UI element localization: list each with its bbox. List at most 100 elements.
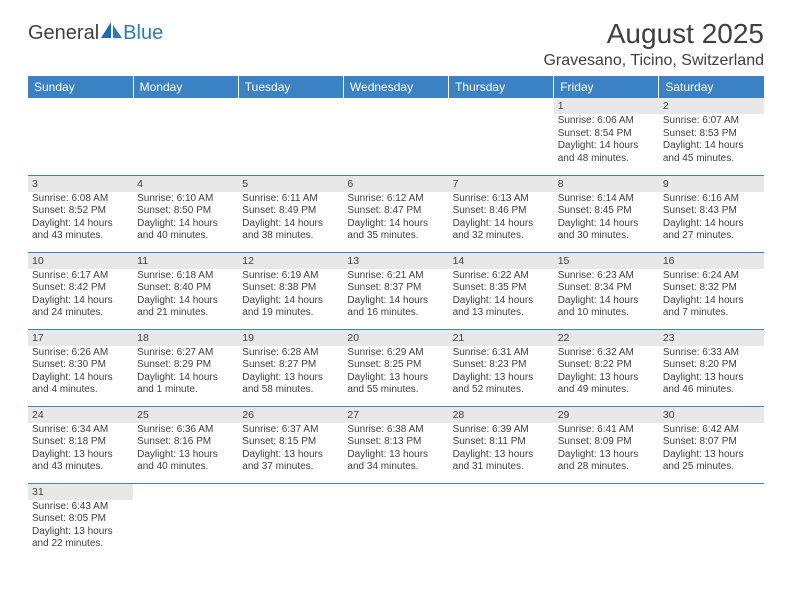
calendar-cell: 14Sunrise: 6:22 AMSunset: 8:35 PMDayligh…: [449, 252, 554, 329]
day-header: Saturday: [659, 76, 764, 98]
day-line: Sunrise: 6:11 AM: [242, 193, 339, 206]
day-line: and 32 minutes.: [453, 230, 550, 243]
day-line: Sunrise: 6:18 AM: [137, 270, 234, 283]
day-content: Sunrise: 6:23 AMSunset: 8:34 PMDaylight:…: [554, 269, 659, 324]
day-line: Sunset: 8:16 PM: [137, 436, 234, 449]
day-number: 10: [28, 253, 133, 269]
calendar-body: 1Sunrise: 6:06 AMSunset: 8:54 PMDaylight…: [28, 98, 764, 560]
day-content: Sunrise: 6:38 AMSunset: 8:13 PMDaylight:…: [343, 423, 448, 478]
day-number: 25: [133, 407, 238, 423]
day-line: Daylight: 13 hours: [663, 449, 760, 462]
day-number: [554, 484, 659, 500]
day-line: Daylight: 13 hours: [242, 449, 339, 462]
day-number: 19: [238, 330, 343, 346]
day-line: Daylight: 14 hours: [663, 295, 760, 308]
calendar-cell: [133, 98, 238, 175]
day-line: Sunset: 8:25 PM: [347, 359, 444, 372]
day-content: Sunrise: 6:19 AMSunset: 8:38 PMDaylight:…: [238, 269, 343, 324]
day-line: and 13 minutes.: [453, 307, 550, 320]
sail-icon: [101, 22, 123, 45]
calendar-cell: 12Sunrise: 6:19 AMSunset: 8:38 PMDayligh…: [238, 252, 343, 329]
day-number: 21: [449, 330, 554, 346]
day-line: Sunrise: 6:39 AM: [453, 424, 550, 437]
day-line: Sunset: 8:22 PM: [558, 359, 655, 372]
calendar-cell: [238, 483, 343, 560]
day-line: Sunrise: 6:21 AM: [347, 270, 444, 283]
day-line: Sunrise: 6:29 AM: [347, 347, 444, 360]
calendar-cell: 22Sunrise: 6:32 AMSunset: 8:22 PMDayligh…: [554, 329, 659, 406]
day-number: [343, 98, 448, 114]
day-line: Daylight: 14 hours: [663, 140, 760, 153]
day-line: Sunset: 8:11 PM: [453, 436, 550, 449]
calendar-cell: 17Sunrise: 6:26 AMSunset: 8:30 PMDayligh…: [28, 329, 133, 406]
day-line: Daylight: 13 hours: [558, 372, 655, 385]
day-number: [133, 484, 238, 500]
day-number: [238, 484, 343, 500]
day-number: 1: [554, 98, 659, 114]
day-line: Sunrise: 6:08 AM: [32, 193, 129, 206]
day-content: Sunrise: 6:37 AMSunset: 8:15 PMDaylight:…: [238, 423, 343, 478]
calendar-cell: 27Sunrise: 6:38 AMSunset: 8:13 PMDayligh…: [343, 406, 448, 483]
day-line: Sunset: 8:53 PM: [663, 128, 760, 141]
day-number: 9: [659, 176, 764, 192]
calendar-cell: 20Sunrise: 6:29 AMSunset: 8:25 PMDayligh…: [343, 329, 448, 406]
day-content: Sunrise: 6:12 AMSunset: 8:47 PMDaylight:…: [343, 192, 448, 247]
day-line: Sunset: 8:32 PM: [663, 282, 760, 295]
day-line: Daylight: 13 hours: [32, 526, 129, 539]
day-number: 20: [343, 330, 448, 346]
day-line: and 45 minutes.: [663, 153, 760, 166]
day-line: Sunset: 8:46 PM: [453, 205, 550, 218]
day-line: Sunrise: 6:14 AM: [558, 193, 655, 206]
day-line: Sunrise: 6:24 AM: [663, 270, 760, 283]
day-line: Daylight: 13 hours: [347, 372, 444, 385]
day-content: Sunrise: 6:43 AMSunset: 8:05 PMDaylight:…: [28, 500, 133, 555]
day-line: Daylight: 14 hours: [558, 218, 655, 231]
day-number: 29: [554, 407, 659, 423]
day-line: and 48 minutes.: [558, 153, 655, 166]
day-line: Daylight: 13 hours: [137, 449, 234, 462]
day-line: Sunset: 8:35 PM: [453, 282, 550, 295]
calendar-cell: 6Sunrise: 6:12 AMSunset: 8:47 PMDaylight…: [343, 175, 448, 252]
day-line: Sunrise: 6:12 AM: [347, 193, 444, 206]
day-number: [449, 484, 554, 500]
day-content: Sunrise: 6:29 AMSunset: 8:25 PMDaylight:…: [343, 346, 448, 401]
calendar-cell: 29Sunrise: 6:41 AMSunset: 8:09 PMDayligh…: [554, 406, 659, 483]
day-content: Sunrise: 6:14 AMSunset: 8:45 PMDaylight:…: [554, 192, 659, 247]
calendar-cell: 18Sunrise: 6:27 AMSunset: 8:29 PMDayligh…: [133, 329, 238, 406]
day-line: and 16 minutes.: [347, 307, 444, 320]
month-title: August 2025: [543, 18, 764, 50]
day-number: 14: [449, 253, 554, 269]
day-header: Thursday: [449, 76, 554, 98]
calendar-cell: [449, 98, 554, 175]
day-content: Sunrise: 6:36 AMSunset: 8:16 PMDaylight:…: [133, 423, 238, 478]
day-line: Daylight: 14 hours: [242, 218, 339, 231]
day-number: 13: [343, 253, 448, 269]
day-content: Sunrise: 6:21 AMSunset: 8:37 PMDaylight:…: [343, 269, 448, 324]
day-number: [343, 484, 448, 500]
calendar-week: 1Sunrise: 6:06 AMSunset: 8:54 PMDaylight…: [28, 98, 764, 175]
day-line: Sunrise: 6:27 AM: [137, 347, 234, 360]
calendar-cell: [449, 483, 554, 560]
day-content: Sunrise: 6:11 AMSunset: 8:49 PMDaylight:…: [238, 192, 343, 247]
day-number: 30: [659, 407, 764, 423]
day-line: and 37 minutes.: [242, 461, 339, 474]
day-line: and 30 minutes.: [558, 230, 655, 243]
day-content: Sunrise: 6:13 AMSunset: 8:46 PMDaylight:…: [449, 192, 554, 247]
calendar-cell: [659, 483, 764, 560]
day-number: 6: [343, 176, 448, 192]
day-line: Sunrise: 6:37 AM: [242, 424, 339, 437]
day-line: Sunset: 8:43 PM: [663, 205, 760, 218]
day-header: Tuesday: [238, 76, 343, 98]
day-line: Daylight: 14 hours: [663, 218, 760, 231]
day-line: Sunset: 8:27 PM: [242, 359, 339, 372]
logo-text-blue: Blue: [123, 22, 163, 45]
day-line: and 1 minute.: [137, 384, 234, 397]
day-line: Daylight: 13 hours: [663, 372, 760, 385]
calendar-cell: 3Sunrise: 6:08 AMSunset: 8:52 PMDaylight…: [28, 175, 133, 252]
day-number: [238, 98, 343, 114]
day-line: Sunset: 8:52 PM: [32, 205, 129, 218]
day-number: 28: [449, 407, 554, 423]
day-number: [449, 98, 554, 114]
calendar-cell: 5Sunrise: 6:11 AMSunset: 8:49 PMDaylight…: [238, 175, 343, 252]
day-line: and 43 minutes.: [32, 230, 129, 243]
